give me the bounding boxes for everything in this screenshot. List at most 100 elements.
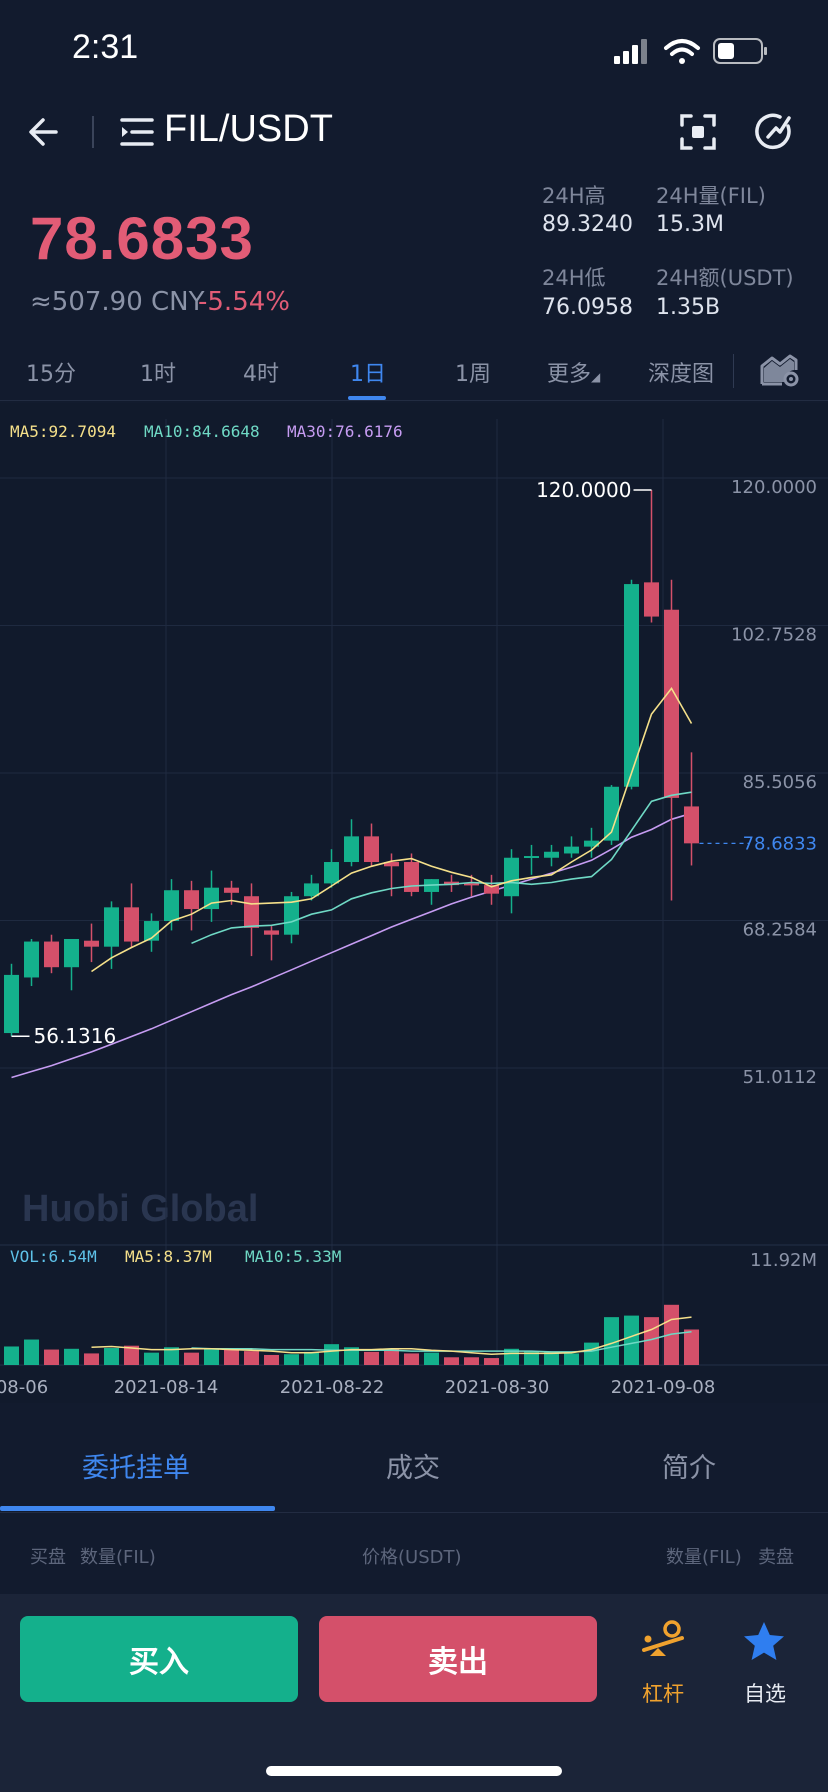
sell-button[interactable]: 卖出 (319, 1616, 597, 1702)
x-tick-label: 2021-08-14 (114, 1377, 219, 1398)
volume-bar (324, 1344, 339, 1365)
wifi-icon (664, 39, 700, 64)
stat-low-value: 76.0958 (542, 295, 633, 320)
candle-body (524, 856, 539, 859)
candle-body (344, 836, 359, 863)
vol-max-label: 11.92M (750, 1250, 817, 1271)
candle-body (604, 786, 619, 841)
volume-bar (124, 1345, 139, 1365)
candle-body (104, 907, 119, 947)
volume-bar (284, 1354, 299, 1365)
y-tick-label: 102.7528 (731, 625, 817, 646)
candle-body (84, 940, 99, 947)
tab-separator (733, 354, 734, 388)
home-indicator (266, 1766, 562, 1776)
ma5-line (91, 686, 693, 973)
favorite-label: 自选 (744, 1682, 786, 1706)
volume-bar (104, 1348, 119, 1365)
y-tick-label: 68.2584 (743, 920, 817, 941)
ma5-indicator: MA5:92.7094 (10, 422, 116, 441)
active-tab-indicator (348, 396, 386, 400)
vol-ma5-path (91, 1316, 692, 1355)
pair-title[interactable]: FIL/USDT (164, 108, 333, 150)
last-price-label: 78.6833 (743, 833, 817, 854)
vol-ma5-indicator: MA5:8.37M (125, 1247, 212, 1266)
candles (4, 490, 699, 1037)
candle-body (4, 974, 19, 1034)
tabs-divider (0, 400, 828, 401)
volume-bar (304, 1351, 319, 1365)
fullscreen-icon[interactable] (678, 112, 718, 152)
candle-body (224, 887, 239, 893)
candle-body (664, 609, 679, 798)
volume-bar (184, 1352, 199, 1365)
volume-bar (464, 1357, 479, 1365)
volume-bar (484, 1358, 499, 1365)
candle-body (244, 896, 259, 928)
leverage-icon (642, 1620, 684, 1656)
buy-button[interactable]: 买入 (20, 1616, 298, 1702)
volume-bar (424, 1352, 439, 1365)
tab-more[interactable]: 更多◢ (547, 356, 600, 388)
tab-1day[interactable]: 1日 (350, 362, 386, 387)
col-sell-qty: 数量(FIL) (666, 1547, 742, 1568)
col-buy-qty: 数量(FIL) (80, 1547, 156, 1568)
volume-bar (624, 1315, 639, 1365)
candle-body (404, 862, 419, 892)
candle-body (24, 941, 39, 978)
tab-1hour[interactable]: 1时 (140, 362, 176, 387)
quick-trade-icon[interactable] (754, 112, 794, 152)
stat-low-label: 24H低 (542, 266, 606, 290)
candle-body (384, 862, 399, 867)
candle-body (624, 584, 639, 787)
stat-volume-label: 24H量(FIL) (656, 184, 766, 208)
leverage-button[interactable]: 杠杆 (630, 1620, 696, 1710)
tab-1week[interactable]: 1周 (455, 362, 491, 387)
ma5-path (91, 686, 693, 973)
volume-bar (64, 1348, 79, 1365)
volume-bar (524, 1351, 539, 1365)
axis-labels: 120.0000 102.7528 85.5056 68.2584 51.0112 11.… (0, 477, 817, 1398)
stat-turnover-label: 24H额(USDT) (656, 266, 794, 290)
order-tabs (0, 1424, 828, 1512)
ma10-path (191, 791, 692, 945)
tab-intro[interactable]: 简介 (662, 1453, 716, 1484)
tab-15min[interactable]: 15分 (26, 362, 76, 387)
tab-4hour[interactable]: 4时 (243, 362, 279, 387)
tab-order-book[interactable]: 委托挂单 (82, 1453, 190, 1484)
candle-body (504, 857, 519, 897)
chart-area[interactable] (0, 403, 828, 1403)
candle-body (644, 582, 659, 617)
candle-body (324, 862, 339, 884)
volume-bar (644, 1317, 659, 1365)
tab-depth-chart[interactable]: 深度图 (648, 362, 715, 387)
x-tick-label: 2021-08-30 (445, 1377, 550, 1398)
candle-body (584, 840, 599, 847)
volume-bar (204, 1348, 219, 1365)
candle-body (684, 806, 699, 844)
ma30-line (11, 812, 692, 1079)
pair-menu-icon[interactable] (120, 117, 154, 147)
back-arrow-icon[interactable] (26, 112, 66, 152)
stat-high-value: 89.3240 (542, 212, 633, 237)
volume-bar (84, 1353, 99, 1365)
candle-body (544, 851, 559, 858)
col-buy-side: 买盘 (30, 1547, 66, 1568)
last-price: 78.6833 (30, 205, 254, 272)
favorite-button[interactable]: 自选 (730, 1620, 796, 1710)
candle-body (304, 883, 319, 897)
status-time: 2:31 (72, 28, 139, 66)
volume-bar (344, 1347, 359, 1365)
candle-body (484, 885, 499, 894)
tab-trades[interactable]: 成交 (386, 1453, 440, 1484)
volume-bar (664, 1304, 679, 1365)
chart-settings-icon[interactable] (760, 352, 800, 388)
order-tabs-divider (0, 1512, 828, 1513)
volume-bar (444, 1357, 459, 1365)
candle-body (464, 883, 479, 886)
header-divider (92, 116, 94, 148)
candlestick-chart[interactable]: Huobi Global 120.0000 102.7528 85.5056 68.2… (0, 403, 828, 1403)
volume-bar (24, 1339, 39, 1365)
ma30-path (11, 812, 692, 1079)
volume-bar (604, 1317, 619, 1365)
